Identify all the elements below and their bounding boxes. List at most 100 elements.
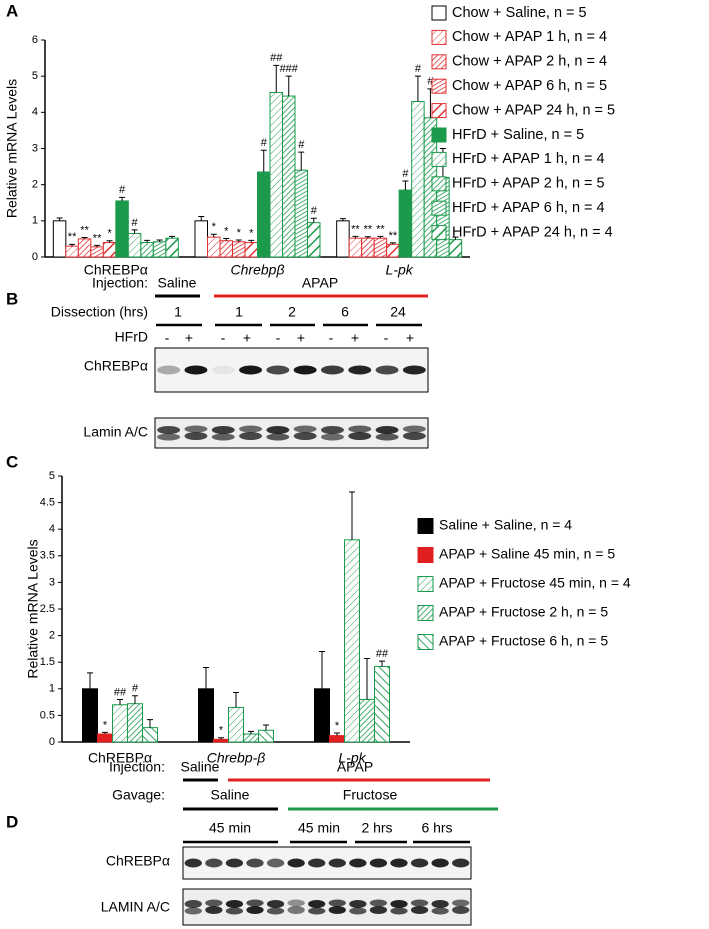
bar (77, 238, 92, 258)
bar (207, 236, 221, 258)
significance: * (224, 225, 229, 237)
significance: # (427, 76, 434, 88)
error-bar (235, 239, 242, 242)
bar (152, 241, 167, 258)
band (246, 858, 264, 868)
band (266, 365, 290, 375)
diet-label: HFrD (115, 329, 148, 345)
bar (411, 100, 425, 258)
significance: * (103, 719, 108, 731)
band (375, 426, 399, 434)
error-bar (310, 217, 317, 223)
band (205, 899, 223, 907)
band (184, 907, 202, 915)
significance: ### (280, 63, 299, 75)
band (452, 899, 470, 907)
band (211, 365, 235, 375)
bar (282, 95, 296, 258)
y-tick-label: 2.5 (40, 603, 55, 615)
legend-swatch (431, 200, 447, 216)
error-bar (248, 730, 254, 735)
band (225, 858, 244, 868)
band (320, 433, 344, 441)
error-bar (414, 75, 421, 102)
error-bar (94, 244, 101, 247)
time-label: Dissection (hrs) (51, 304, 148, 320)
bar (243, 733, 259, 743)
significance: # (261, 137, 268, 149)
bar (348, 237, 363, 258)
panel-label: B (6, 289, 18, 308)
bar (344, 539, 360, 743)
band (308, 900, 326, 908)
bar (257, 171, 271, 258)
band (402, 425, 426, 433)
band (266, 858, 285, 868)
error-bar (117, 698, 123, 705)
band (239, 365, 263, 375)
bar (373, 237, 388, 258)
error-bar (248, 239, 255, 243)
sign: - (165, 330, 170, 346)
band (184, 900, 202, 908)
bar (82, 688, 98, 743)
error-bar (223, 238, 230, 241)
legend-label: Chow + APAP 24 h, n = 5 (452, 102, 615, 118)
bar (142, 727, 158, 743)
sign: + (351, 330, 359, 346)
y-tick-label: 3 (49, 576, 55, 588)
legend-label: Chow + APAP 6 h, n = 5 (452, 78, 607, 94)
group-label: Saline (181, 759, 220, 775)
bar (97, 733, 113, 743)
band (369, 858, 388, 868)
band (349, 907, 367, 915)
gavage-label: Gavage: (112, 787, 165, 803)
significance: # (415, 63, 422, 75)
y-tick-label: 0 (32, 251, 38, 263)
y-tick-label: 0 (49, 736, 55, 748)
significance: * (219, 725, 224, 737)
band (375, 433, 399, 441)
legend-swatch (431, 151, 447, 167)
legend-label: APAP + Fructose 45 min, n = 4 (439, 575, 631, 591)
error-bar (273, 64, 280, 93)
error-bar (56, 217, 63, 221)
bar (269, 91, 283, 258)
band (184, 365, 208, 375)
error-bar (69, 243, 76, 247)
legend-swatch (431, 103, 447, 119)
error-bar (233, 692, 239, 708)
error-bar (452, 236, 459, 240)
time: 24 (390, 304, 406, 320)
band (328, 899, 346, 907)
bar (374, 665, 390, 743)
sign: + (297, 330, 305, 346)
group-label: APAP (337, 759, 373, 775)
band (184, 425, 208, 433)
significance: * (212, 221, 217, 233)
row-label: ChREBPα (106, 853, 170, 869)
time: 45 min (209, 820, 251, 836)
group-label: Saline (158, 275, 197, 291)
blot-box (182, 888, 472, 926)
band (410, 858, 429, 868)
band (211, 433, 235, 441)
y-tick-label: 5 (32, 70, 38, 82)
band (211, 426, 235, 434)
band (157, 433, 181, 441)
band (402, 432, 426, 440)
legend-label: HFrD + APAP 1 h, n = 4 (452, 151, 605, 167)
bar (127, 232, 142, 258)
bar (90, 246, 104, 258)
band (157, 426, 181, 434)
error-bar (106, 240, 113, 243)
band (402, 365, 426, 375)
significance: * (107, 228, 112, 240)
time: 45 min (298, 820, 340, 836)
legend-swatch (431, 176, 447, 192)
legend-swatch (417, 634, 434, 650)
sign: - (221, 330, 226, 346)
band (369, 906, 388, 914)
legend-label: APAP + Saline 45 min, n = 5 (439, 546, 615, 562)
